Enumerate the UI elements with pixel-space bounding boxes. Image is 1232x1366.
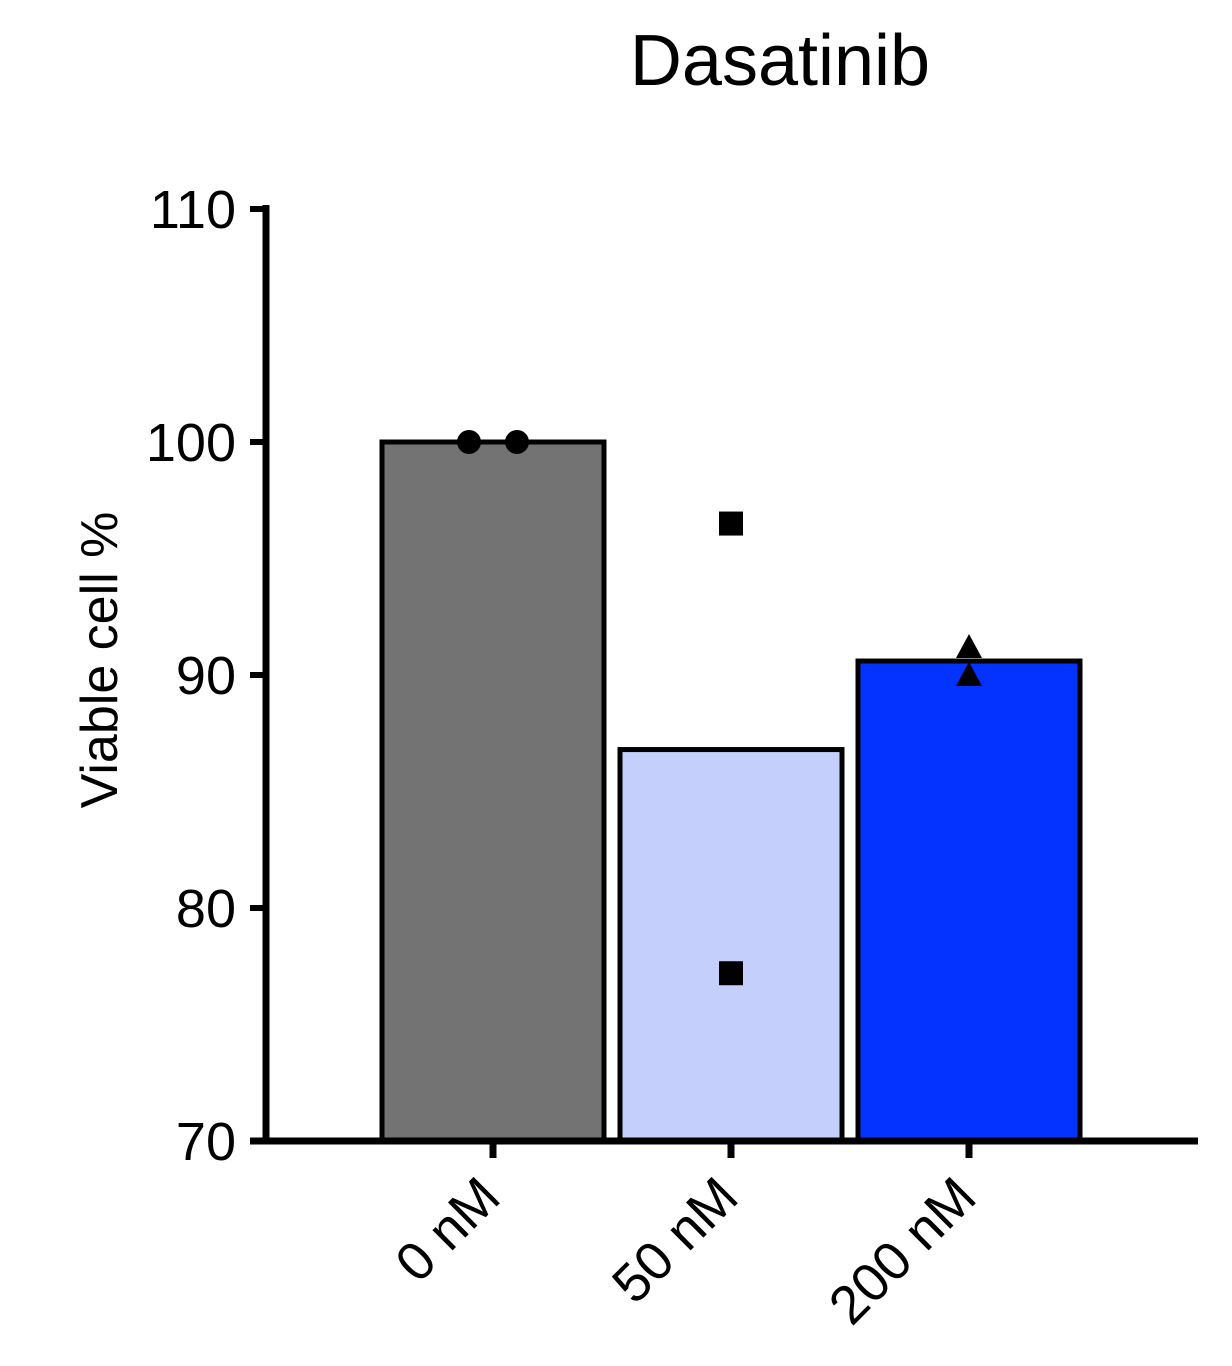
data-point-1-2: [505, 430, 529, 454]
bar-2: [617, 747, 845, 1144]
bars-group: [379, 439, 1083, 1144]
y-tick-label-5: 110: [150, 180, 236, 240]
x-ticks-group: 0 nM 50 nM 200 nM: [384, 1144, 987, 1336]
y-tick-label-1: 70: [176, 1112, 236, 1172]
points-group: [457, 430, 982, 986]
data-point-3-1: [956, 634, 982, 659]
data-point-2-1: [719, 511, 743, 536]
y-ticks-group: 70 80 90 100 110: [146, 180, 266, 1172]
y-tick-label-4: 100: [146, 413, 236, 473]
data-point-2-2: [719, 961, 743, 986]
x-tick-label-1: 0 nM: [384, 1166, 511, 1293]
data-point-3-2: [956, 662, 982, 686]
chart-title: Dasatinib: [630, 21, 930, 101]
y-axis-label: Viable cell %: [71, 512, 129, 809]
data-point-1-1: [457, 430, 481, 454]
y-tick-label-3: 90: [176, 646, 236, 706]
y-tick-label-2: 80: [176, 879, 236, 939]
x-tick-label-3: 200 nM: [818, 1166, 988, 1336]
x-tick-label-2: 50 nM: [601, 1166, 750, 1315]
bar-1: [379, 439, 607, 1144]
bar-3: [855, 658, 1083, 1144]
